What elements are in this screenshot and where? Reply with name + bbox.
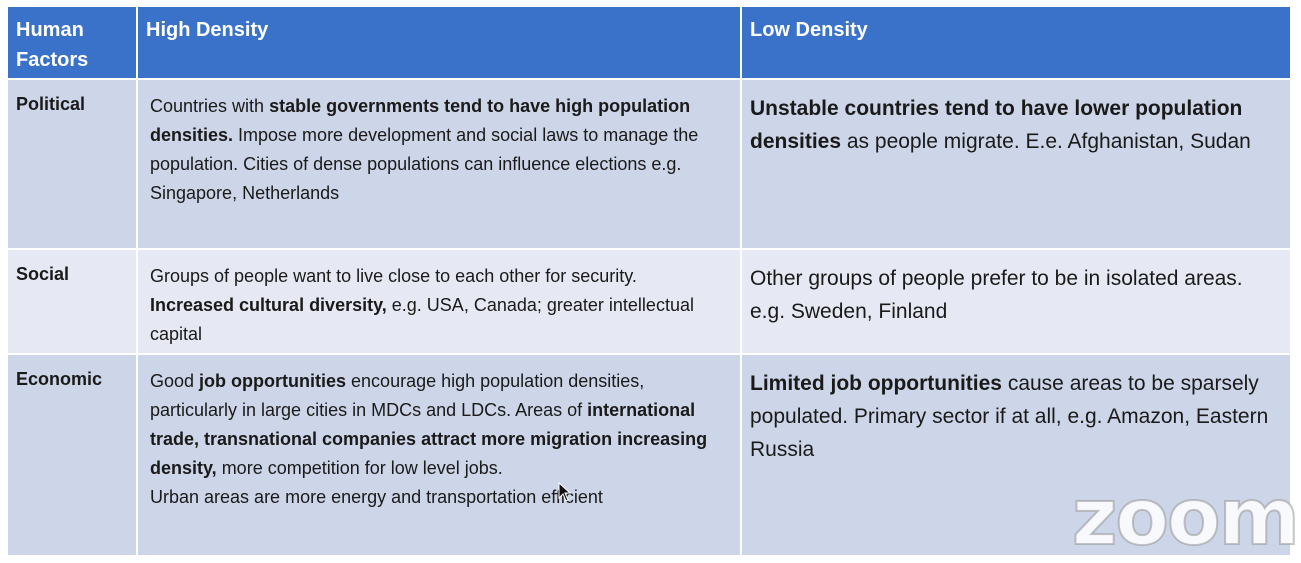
factor-label: Social — [16, 264, 70, 284]
text-segment: more competition for low level jobs. — [216, 458, 503, 478]
table-row-political: Political Countries with stable governme… — [8, 80, 1290, 250]
high-density-cell: Countries with stable governments tend t… — [138, 80, 742, 250]
low-density-cell: Unstable countries tend to have lower po… — [742, 80, 1290, 250]
low-density-cell: Other groups of people prefer to be in i… — [742, 250, 1290, 355]
text-emphasis: job opportunities — [199, 371, 347, 391]
table-row-economic: Economic Good job opportunities encourag… — [8, 355, 1290, 557]
high-density-text: Countries with stable governments tend t… — [150, 92, 732, 208]
high-density-text: Groups of people want to live close to e… — [150, 262, 732, 349]
high-density-cell: Groups of people want to live close to e… — [138, 250, 742, 355]
text-segment: Groups of people want to live close to e… — [150, 266, 652, 286]
header-low-density: Low Density — [742, 7, 1290, 80]
text-segment: Other groups of people prefer to be in i… — [750, 267, 1243, 323]
text-segment: as people migrate. E.e. Afghanistan, Sud… — [841, 130, 1251, 153]
text-emphasis: stable governments tend to have high pop… — [150, 96, 691, 145]
factor-cell: Economic — [8, 355, 138, 557]
low-density-text: Limited job opportunities cause areas to… — [750, 367, 1282, 466]
text-segment: Impose more development and social laws … — [150, 125, 699, 203]
text-emphasis: Limited job opportunities — [750, 372, 1002, 395]
text-emphasis: Unstable countries tend to have lower po… — [750, 97, 1243, 153]
low-density-text: Other groups of people prefer to be in i… — [750, 262, 1282, 328]
table-row-social: Social Groups of people want to live clo… — [8, 250, 1290, 355]
human-factors-table: Human Factors High Density Low Density P… — [8, 7, 1290, 557]
text-emphasis: international trade, transnational compa… — [150, 400, 708, 478]
text-segment: Countries with — [150, 96, 270, 116]
high-density-text-line2: Urban areas are more energy and transpor… — [150, 487, 603, 507]
header-human-factors: Human Factors — [8, 7, 138, 80]
text-segment: e.g. USA, Canada; greater intellectual c… — [150, 295, 694, 344]
mouse-cursor-icon — [558, 482, 572, 502]
factor-cell: Political — [8, 80, 138, 250]
zoom-watermark-logo: zoom — [1071, 473, 1301, 563]
high-density-text: Good job opportunities encourage high po… — [150, 367, 732, 483]
low-density-text: Unstable countries tend to have lower po… — [750, 92, 1282, 158]
factor-label: Economic — [16, 369, 103, 389]
high-density-cell: Good job opportunities encourage high po… — [138, 355, 742, 557]
text-emphasis: Increased cultural diversity, — [150, 295, 387, 315]
header-high-density: High Density — [138, 7, 742, 80]
text-segment: encourage high population densities, par… — [150, 371, 645, 420]
table-header-row: Human Factors High Density Low Density — [8, 7, 1290, 80]
text-segment: cause areas to be sparsely populated. Pr… — [750, 372, 1269, 461]
factor-cell: Social — [8, 250, 138, 355]
low-density-cell: Limited job opportunities cause areas to… — [742, 355, 1290, 557]
text-segment: Good — [150, 371, 200, 391]
factor-label: Political — [16, 94, 86, 114]
